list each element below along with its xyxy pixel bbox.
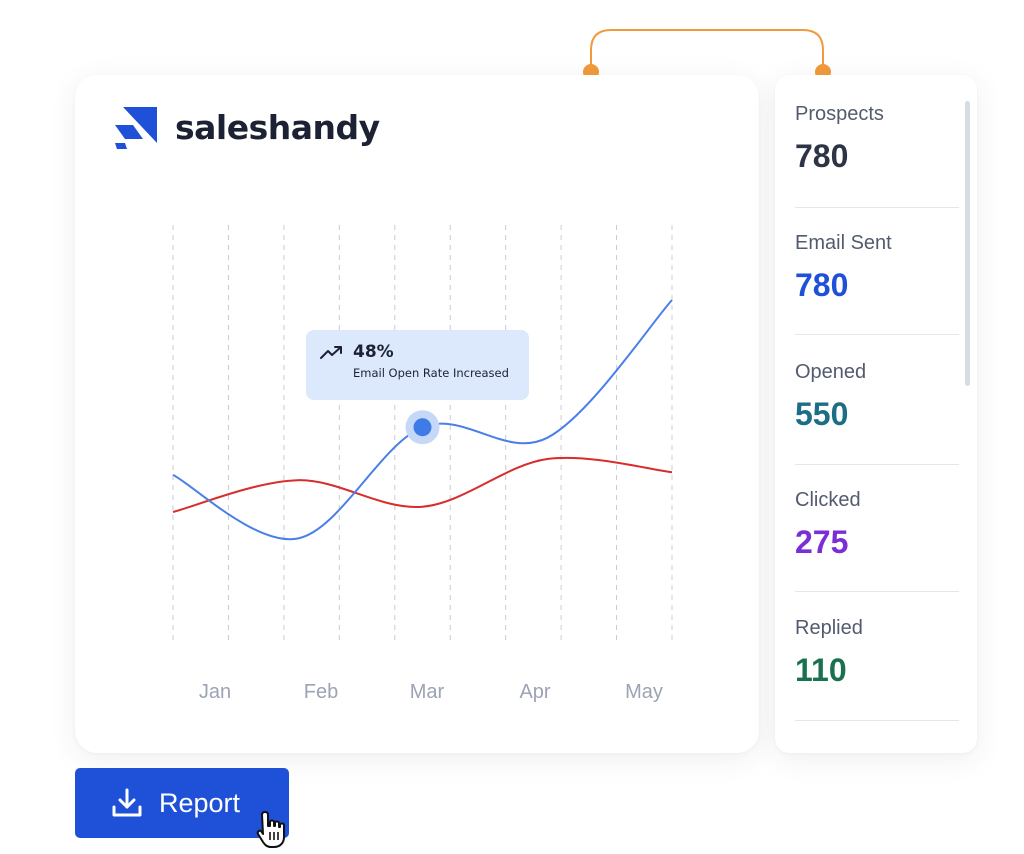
brand: saleshandy	[113, 103, 380, 151]
chart-card: saleshandy 48% Email Open Rate Increased…	[75, 75, 759, 753]
line-chart	[172, 225, 673, 645]
divider	[795, 720, 959, 721]
x-tick-label: May	[625, 681, 663, 703]
stat-clicked: Clicked 275	[795, 489, 959, 561]
scrollbar[interactable]	[965, 101, 970, 386]
report-button-label: Report	[159, 787, 241, 818]
stat-label: Clicked	[795, 489, 861, 511]
hand-cursor-icon	[256, 811, 285, 848]
trend-up-icon	[320, 346, 342, 359]
brand-name: saleshandy	[175, 107, 380, 147]
chart-tooltip: 48% Email Open Rate Increased	[306, 330, 529, 400]
divider	[795, 464, 959, 465]
tooltip-label: Email Open Rate Increased	[353, 366, 509, 380]
stat-value: 780	[795, 267, 849, 303]
stat-email-sent: Email Sent 780	[795, 232, 959, 304]
tooltip-value: 48%	[353, 342, 394, 362]
x-tick-label: Mar	[409, 681, 445, 703]
report-button[interactable]: Report	[75, 768, 289, 838]
stat-label: Email Sent	[795, 232, 892, 254]
x-tick-label: Apr	[519, 681, 551, 703]
series-line	[172, 456, 673, 513]
download-icon	[112, 788, 142, 817]
stat-label: Opened	[795, 361, 867, 383]
stat-label: Prospects	[795, 103, 884, 125]
stat-opened: Opened 550	[795, 361, 959, 433]
stat-replied: Replied 110	[795, 617, 959, 689]
stat-label: Replied	[795, 617, 863, 639]
stat-value: 550	[795, 396, 849, 432]
x-tick-label: Feb	[303, 681, 339, 703]
stat-value: 110	[795, 652, 847, 688]
divider	[795, 334, 959, 335]
divider	[795, 207, 959, 208]
highlight-point[interactable]	[413, 418, 432, 437]
stat-value: 780	[795, 138, 849, 174]
divider	[795, 591, 959, 592]
stat-value: 275	[795, 524, 849, 560]
stats-panel[interactable]: Prospects 780 Email Sent 780 Opened 550 …	[775, 75, 977, 753]
stat-prospects: Prospects 780	[795, 103, 959, 175]
saleshandy-logo-icon	[115, 107, 157, 149]
x-tick-label: Jan	[198, 681, 232, 703]
